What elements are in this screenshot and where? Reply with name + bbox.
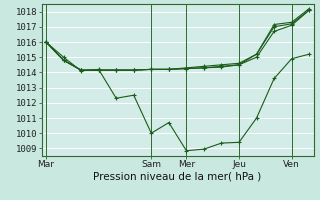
- X-axis label: Pression niveau de la mer( hPa ): Pression niveau de la mer( hPa ): [93, 172, 262, 182]
